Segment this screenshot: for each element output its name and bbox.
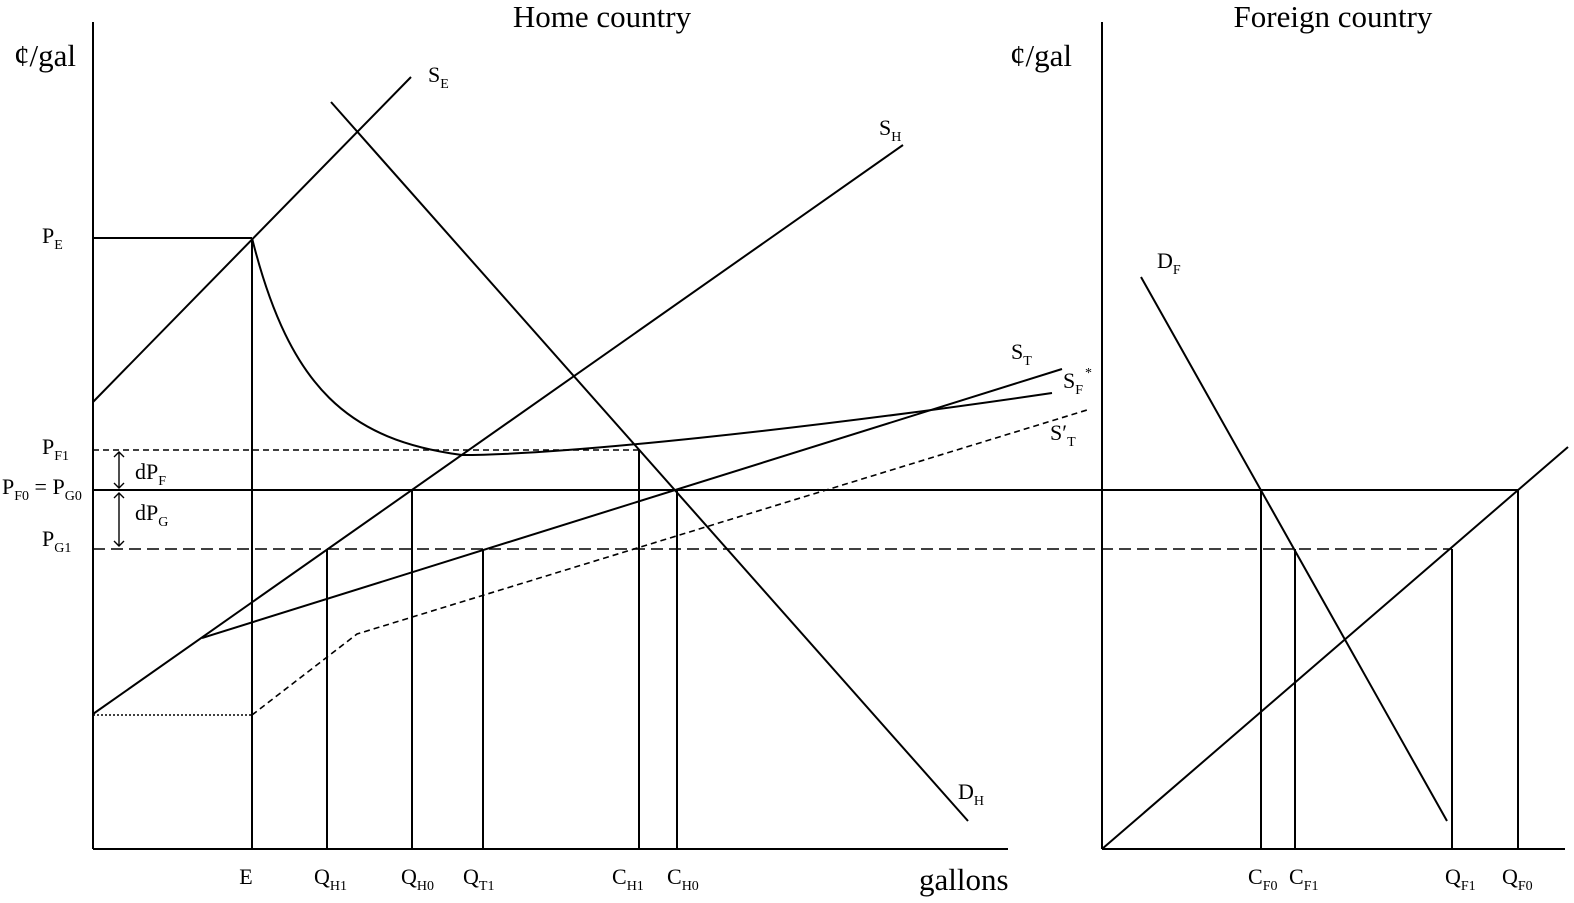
st-label: ST bbox=[1011, 339, 1032, 369]
sf-star-label: SF* bbox=[1063, 366, 1092, 398]
pf0-pg0-label: PF0 = PG0 bbox=[2, 474, 82, 504]
cf0-label: CF0 bbox=[1248, 864, 1277, 894]
se-label: SE bbox=[428, 62, 449, 92]
qt1-label: QT1 bbox=[463, 864, 494, 894]
qf1-label: QF1 bbox=[1445, 864, 1476, 894]
st-curve-lower bbox=[201, 368, 1063, 639]
foreign-title: Foreign country bbox=[1234, 0, 1433, 34]
home-y-axis-label: ¢/gal bbox=[14, 38, 76, 73]
home-panel: Home country ¢/gal gallons SE SH ST SF* … bbox=[2, 0, 1518, 897]
foreign-panel: Foreign country ¢/gal DF CF0 CF1 QF1 QF0 bbox=[1010, 0, 1569, 894]
dh-label: DH bbox=[958, 779, 984, 809]
ch0-label: CH0 bbox=[667, 864, 699, 894]
qf0-label: QF0 bbox=[1502, 864, 1533, 894]
pf1-label: PF1 bbox=[42, 434, 69, 464]
dpf-label: dPF bbox=[135, 459, 166, 489]
sh-label: SH bbox=[879, 115, 901, 145]
dh-curve bbox=[330, 101, 969, 822]
st-prime-label: S′T bbox=[1050, 420, 1076, 450]
sf-star-curve bbox=[251, 237, 1053, 457]
qh0-label: QH0 bbox=[401, 864, 434, 894]
pg1-label: PG1 bbox=[42, 526, 71, 556]
st-prime-curve bbox=[251, 409, 1088, 716]
home-x-axis-label: gallons bbox=[919, 862, 1009, 897]
cf1-label: CF1 bbox=[1289, 864, 1318, 894]
foreign-y-axis-label: ¢/gal bbox=[1010, 38, 1072, 73]
df-label: DF bbox=[1157, 248, 1181, 278]
qh1-label: QH1 bbox=[314, 864, 347, 894]
foreign-supply-curve bbox=[1101, 446, 1569, 850]
e-label: E bbox=[239, 864, 252, 889]
home-title: Home country bbox=[513, 0, 692, 34]
dpg-label: dPG bbox=[135, 500, 168, 530]
sh-curve bbox=[92, 144, 904, 715]
ch1-label: CH1 bbox=[612, 864, 644, 894]
pe-label: PE bbox=[42, 223, 63, 253]
